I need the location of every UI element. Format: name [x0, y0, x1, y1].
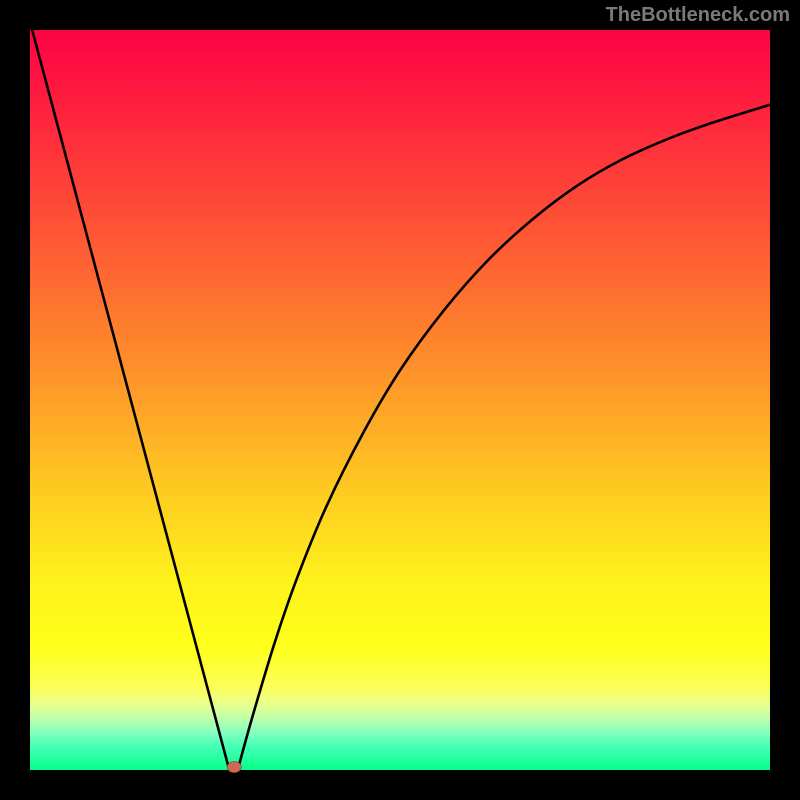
chart-svg	[0, 0, 800, 800]
optimum-marker	[227, 761, 241, 772]
chart-container: TheBottleneck.com	[0, 0, 800, 800]
watermark-text: TheBottleneck.com	[606, 4, 790, 27]
plot-background	[30, 30, 770, 770]
